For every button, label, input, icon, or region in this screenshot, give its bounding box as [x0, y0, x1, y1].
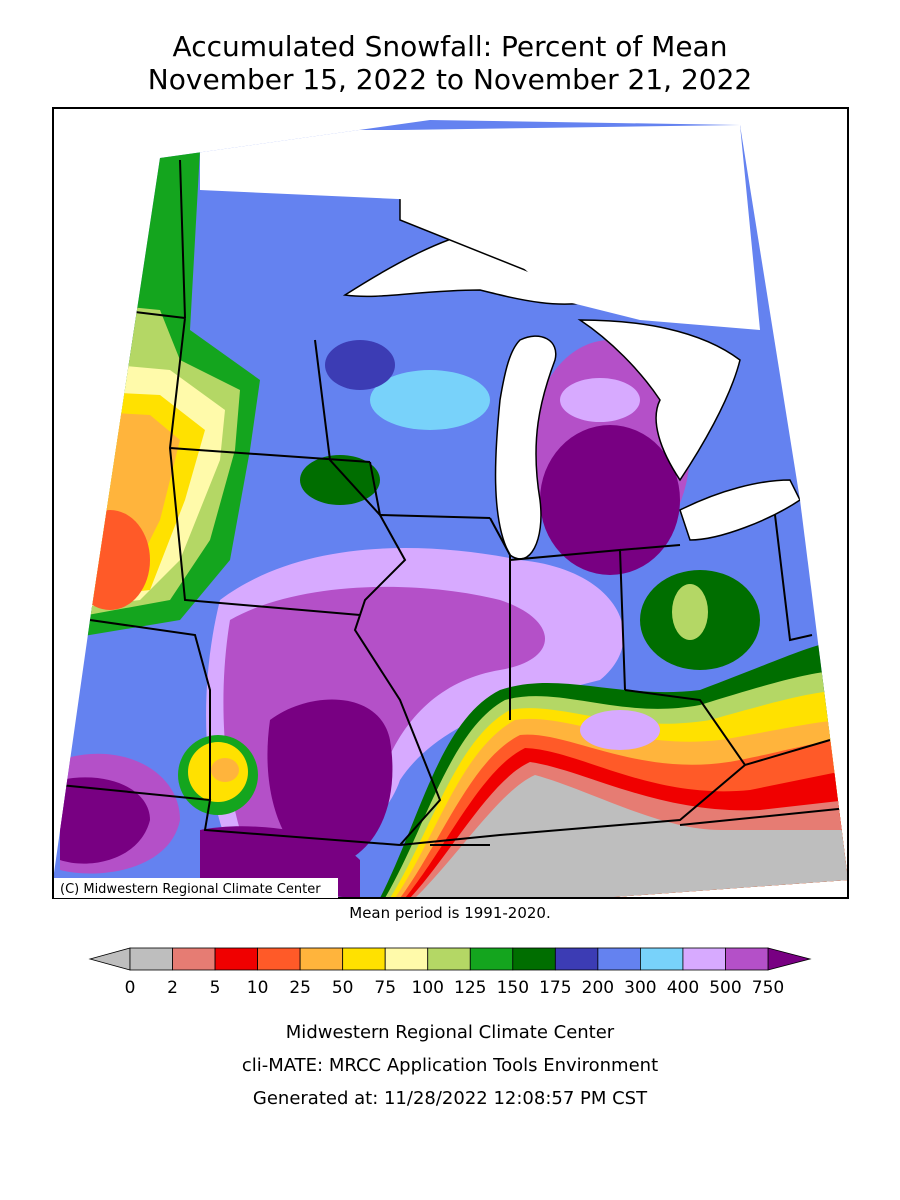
subtitle: November 15, 2022 to November 21, 2022 — [148, 63, 752, 96]
legend-swatch — [469, 947, 514, 971]
legend-swatch — [640, 947, 684, 971]
legend-tick-label: 5 — [210, 978, 221, 998]
legend-above — [767, 947, 812, 971]
legend-tick-label: 10 — [247, 978, 269, 998]
footer-line: cli-MATE: MRCC Application Tools Environ… — [242, 1055, 658, 1076]
legend-swatch — [129, 947, 173, 971]
legend-swatch — [299, 947, 344, 971]
legend-tick-label: 75 — [374, 978, 396, 998]
legend-tick-label: 500 — [709, 978, 741, 998]
legend-swatch — [427, 947, 471, 971]
map-frame — [52, 107, 849, 899]
legend-tick-label: 0 — [125, 978, 136, 998]
legend-swatch — [725, 947, 769, 971]
legend-tick-label: 750 — [752, 978, 784, 998]
legend-tick-label: 125 — [454, 978, 486, 998]
legend-swatch — [554, 947, 599, 971]
footer-line: Generated at: 11/28/2022 12:08:57 PM CST — [253, 1088, 648, 1109]
snowfall-map — [53, 120, 848, 898]
legend-tick-label: 2 — [167, 978, 178, 998]
legend-tick-label: 400 — [667, 978, 699, 998]
legend-tick-label: 100 — [412, 978, 444, 998]
legend-tick-label: 300 — [624, 978, 656, 998]
legend-swatch — [512, 947, 556, 971]
legend-swatch — [342, 947, 386, 971]
color-legend: 0 2 5 10 25 50 75 100 125 150 175 200 300 400 500 750 — [88, 947, 812, 998]
mean-period: Mean period is 1991-2020. — [349, 904, 550, 922]
legend-tick-label: 200 — [582, 978, 614, 998]
legend-swatch — [682, 947, 726, 971]
legend-tick-label: 175 — [539, 978, 571, 998]
credit-box — [54, 878, 338, 898]
footer-line: Midwestern Regional Climate Center — [286, 1022, 615, 1043]
legend-swatch — [384, 947, 429, 971]
legend-swatch — [257, 947, 301, 971]
legend-swatch — [172, 947, 216, 971]
legend-tick-label: 150 — [497, 978, 529, 998]
legend-swatch — [214, 947, 258, 971]
legend-swatch — [597, 947, 641, 971]
legend-tick-label: 50 — [332, 978, 354, 998]
legend-below — [88, 947, 131, 971]
credit: (C) Midwestern Regional Climate Center — [60, 882, 321, 897]
legend-tick-label: 25 — [289, 978, 311, 998]
title: Accumulated Snowfall: Percent of Mean — [173, 30, 728, 63]
